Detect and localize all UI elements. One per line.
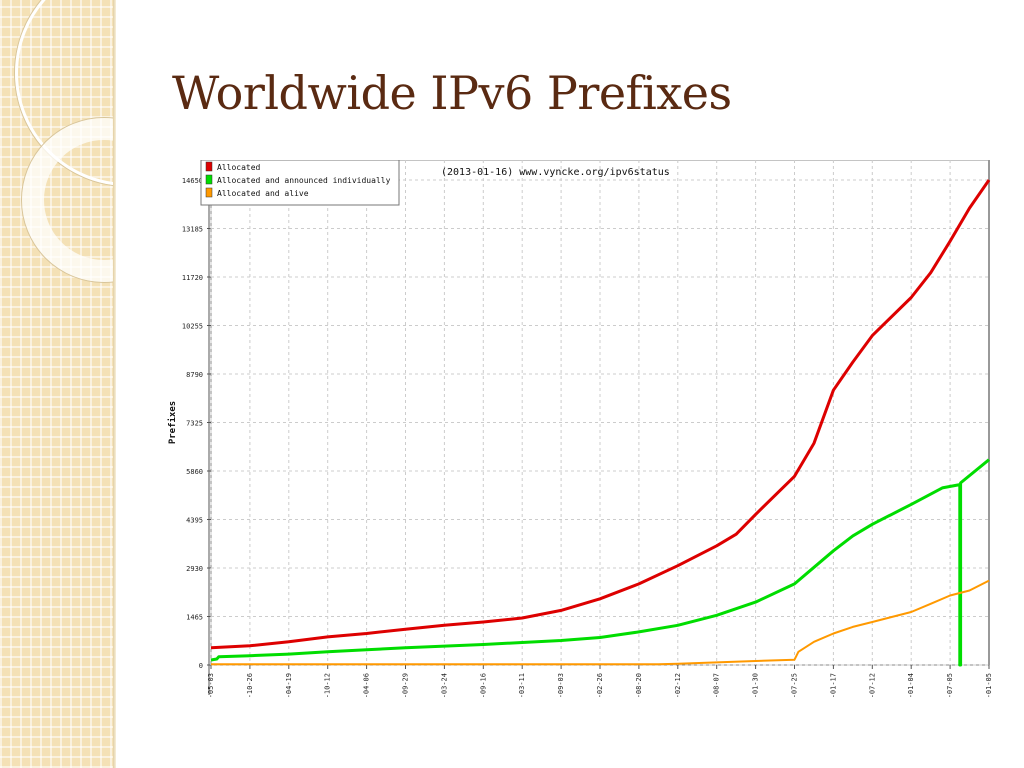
y-tick-label: 13185 [182,226,203,234]
y-tick-label: 7325 [186,420,203,428]
legend-swatch [205,174,213,185]
y-axis-label: Prefixes [167,401,178,444]
x-tick-label: -04-19 [285,673,293,698]
legend-label: Allocated and alive [217,189,309,198]
x-tick-label: -09-29 [402,673,410,698]
x-tick-label: -08-20 [635,673,643,698]
y-tick-label: 8790 [186,371,203,379]
x-tick-label: -01-05 [985,673,993,698]
y-tick-label: 11720 [182,274,203,282]
y-tick-label: 2930 [186,565,203,573]
x-tick-label: -08-07 [713,673,721,698]
x-tick-label: -02-26 [596,673,604,698]
x-tick-label: -01-04 [907,673,915,698]
x-tick-label: -07-25 [791,673,799,698]
x-tick-label: -04-06 [363,673,371,698]
y-tick-label: 4395 [186,517,203,525]
legend-label: Allocated and announced individually [217,176,391,185]
x-tick-label: -03-11 [518,673,526,698]
y-tick-label: 1465 [186,614,203,622]
x-tick-label: -01-30 [752,673,760,698]
decorative-ring-small [22,118,113,282]
x-tick-label: -10-26 [246,673,254,698]
x-tick-label: -05-03 [207,673,215,698]
decorative-sidebar [0,0,113,768]
legend-label: Allocated [217,163,261,172]
x-tick-label: -02-12 [674,673,682,698]
line-chart: 0 1465 2930 4395 5860 7325 8790 10255 11720 13185… [167,160,993,698]
series-line-2 [210,458,990,667]
y-tick-label: 5860 [186,468,203,476]
x-tick-label: -07-12 [868,673,876,698]
y-tick-label: 0 [199,662,203,670]
x-tick-label: -07-05 [946,673,954,698]
legend-box [200,160,400,206]
series-line-3 [211,579,990,666]
x-tick-label: -01-17 [829,673,837,698]
sidebar-edge [113,0,116,768]
slide-title: Worldwide IPv6 Prefixes [172,66,732,120]
chart-container: 0 1465 2930 4395 5860 7325 8790 10255 11720 13185… [161,160,1001,700]
y-tick-label: 14650 [182,177,203,185]
x-tick-label: -09-16 [479,673,487,698]
x-tick-label: -09-03 [557,673,565,698]
legend-swatch [205,161,213,172]
legend-swatch [205,187,213,198]
chart-title: (2013-01-16) www.vyncke.org/ipv6status [441,167,670,178]
x-tick-label: -03-24 [440,673,448,698]
y-tick-label: 10255 [182,323,203,331]
series-line-1 [210,179,991,650]
x-tick-label: -10-12 [324,673,332,698]
